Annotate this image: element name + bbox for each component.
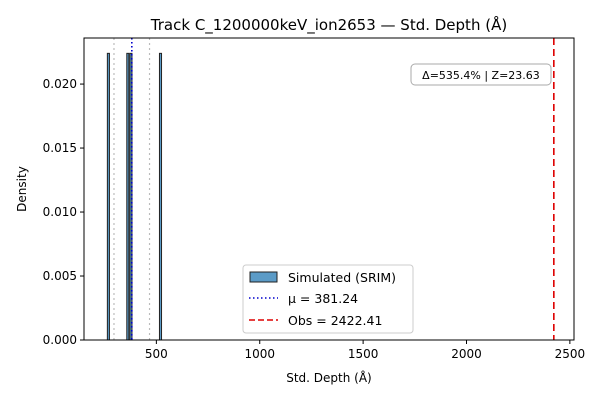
x-tick-label: 2000 xyxy=(451,347,482,361)
x-tick-label: 1500 xyxy=(348,347,379,361)
legend-swatch-histogram xyxy=(249,271,278,283)
plot-content xyxy=(106,38,555,341)
x-axis: 500 1000 1500 2000 2500 xyxy=(145,340,585,361)
x-tick-label: 500 xyxy=(145,347,168,361)
chart-title: Track C_1200000keV_ion2653 — Std. Depth … xyxy=(150,15,507,35)
x-tick-label: 2500 xyxy=(555,347,586,361)
histogram-bar xyxy=(106,52,110,341)
y-axis: 0.000 0.005 0.010 0.015 0.020 xyxy=(43,77,84,347)
x-axis-label: Std. Depth (Å) xyxy=(286,370,372,385)
legend-label-mean: μ = 381.24 xyxy=(288,291,358,306)
y-tick-label: 0.020 xyxy=(43,77,77,91)
y-tick-label: 0.015 xyxy=(43,141,77,155)
y-axis-label: Density xyxy=(15,166,29,212)
annotation-box xyxy=(410,63,552,86)
legend-label-histogram: Simulated (SRIM) xyxy=(288,270,396,285)
x-tick-label: 1000 xyxy=(244,347,275,361)
histogram-bar xyxy=(129,52,133,341)
histogram-bar xyxy=(126,52,130,341)
histogram-bar xyxy=(158,52,163,341)
stats-annotation: Δ=535.4% | Z=23.63 xyxy=(410,63,552,86)
y-tick-label: 0.005 xyxy=(43,269,77,283)
y-tick-label: 0.010 xyxy=(43,205,77,219)
legend-box xyxy=(242,264,414,334)
annotation-text: Δ=535.4% | Z=23.63 xyxy=(422,69,540,82)
legend-label-obs: Obs = 2422.41 xyxy=(288,313,382,328)
legend: Simulated (SRIM) μ = 381.24 Obs = 2422.4… xyxy=(242,264,414,334)
plot-frame xyxy=(83,37,575,341)
y-tick-label: 0.000 xyxy=(43,333,77,347)
